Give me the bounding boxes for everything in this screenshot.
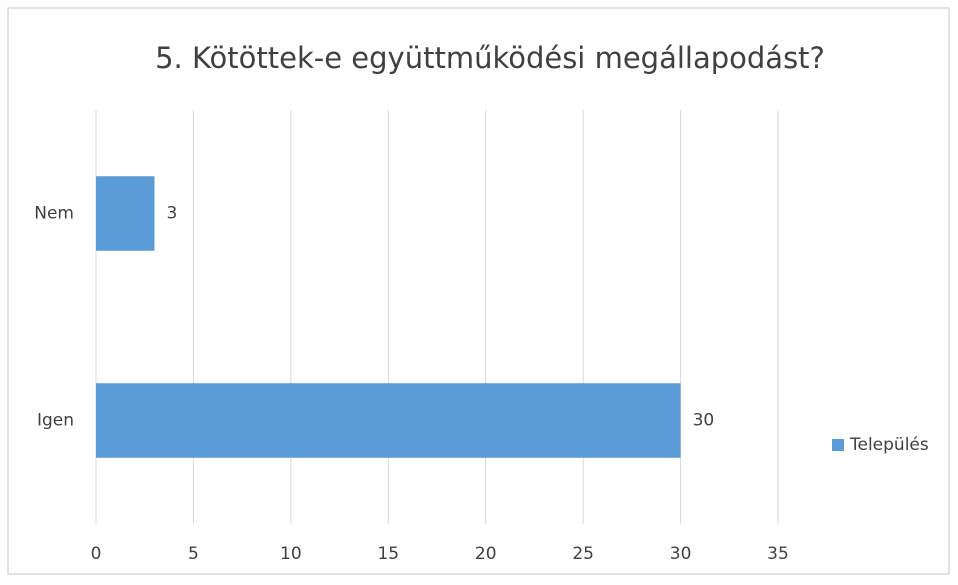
x-tick-label: 5 [188, 544, 199, 564]
data-label: 3 [166, 204, 177, 224]
data-label: 30 [693, 411, 715, 431]
legend-swatch [832, 439, 844, 451]
chart-border [7, 7, 950, 575]
x-tick-label: 25 [572, 544, 594, 564]
x-tick-label: 20 [475, 544, 497, 564]
x-tick-label: 10 [280, 544, 302, 564]
x-tick-label: 35 [767, 544, 789, 564]
bar [96, 383, 681, 458]
bar [96, 176, 155, 251]
legend-label: Település [849, 435, 929, 455]
x-tick-label: 0 [91, 544, 102, 564]
y-tick-label: Igen [37, 411, 74, 431]
chart-title: 5. Kötöttek-e együttműködési megállapodá… [155, 41, 825, 75]
x-tick-label: 30 [670, 544, 692, 564]
y-tick-label: Nem [34, 204, 74, 224]
x-tick-label: 15 [377, 544, 399, 564]
